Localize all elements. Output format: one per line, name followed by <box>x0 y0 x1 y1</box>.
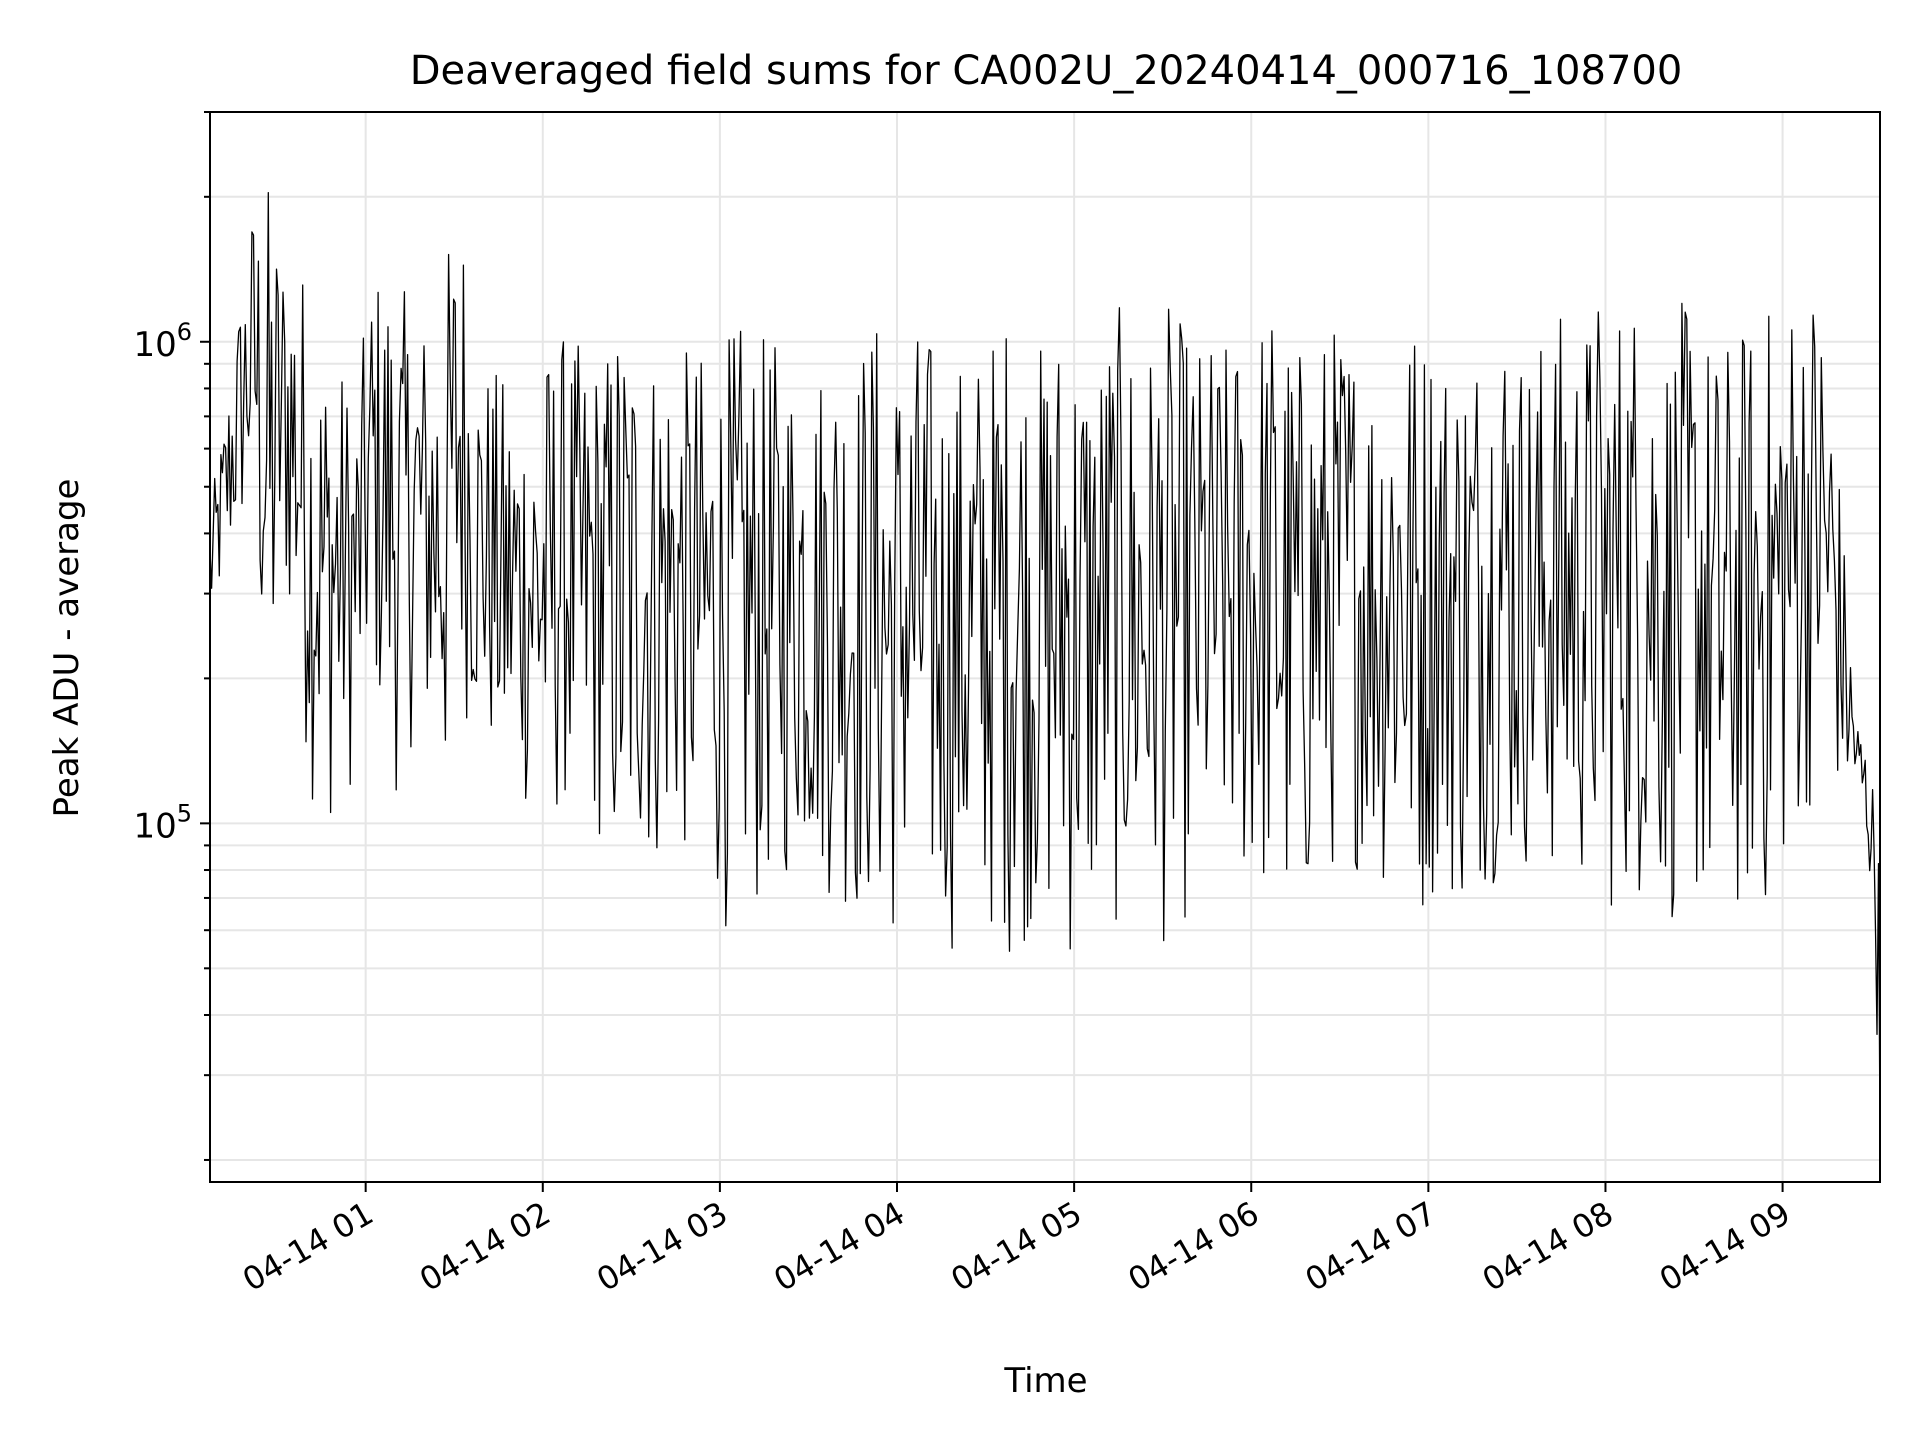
x-axis-label: Time <box>1003 1361 1087 1401</box>
plot-frame <box>209 111 1881 1183</box>
y-ticks: 105 106 <box>133 111 210 1161</box>
chart-title: Deaveraged field sums for CA002U_2024041… <box>410 48 1683 94</box>
series-line <box>209 191 1881 1141</box>
y-axis-label: Peak ADU - average <box>47 479 87 818</box>
y-tick-label: 106 <box>133 318 192 365</box>
series-group <box>209 191 1881 1141</box>
y-tick-label: 105 <box>133 799 192 846</box>
